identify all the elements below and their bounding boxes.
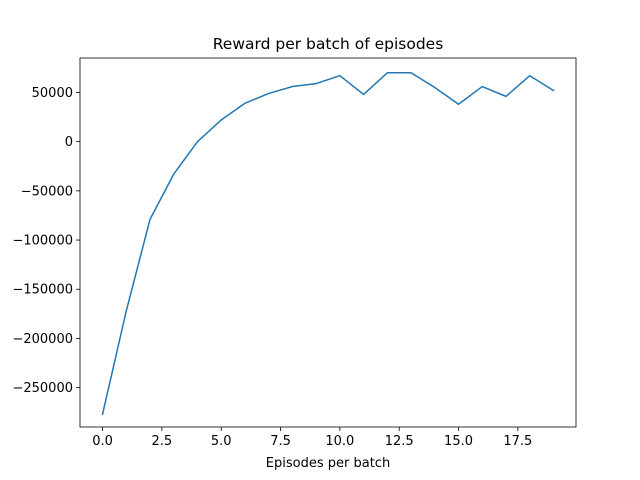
x-tick-label: 5.0: [211, 434, 232, 449]
series-line: [101, 72, 555, 416]
y-tick-label: −200000: [12, 332, 73, 347]
x-tick-label: 12.5: [385, 434, 414, 449]
axes-frame: [79, 57, 577, 428]
y-tick-label: −100000: [12, 234, 73, 249]
x-tick-label: 17.5: [503, 434, 532, 449]
x-tick-label: 15.0: [444, 434, 473, 449]
y-tick-label: 0: [65, 135, 73, 150]
chart-title: Reward per batch of episodes: [213, 35, 444, 53]
x-tick-label: 0.0: [92, 434, 113, 449]
y-tick-label: −250000: [12, 381, 73, 396]
y-tick-label: −50000: [21, 184, 73, 199]
y-tick-label: −150000: [12, 283, 73, 298]
x-tick-label: 2.5: [152, 434, 173, 449]
y-tick-label: 50000: [32, 86, 73, 101]
x-tick-label: 10.0: [325, 434, 354, 449]
plot-area: 0.0 2.5 5.0 7.5 10.0 12.5 15.0 17.5 50000 0 −50000…: [12, 57, 577, 449]
x-tick-label: 7.5: [270, 434, 291, 449]
x-axis-label: Episodes per batch: [266, 456, 390, 471]
